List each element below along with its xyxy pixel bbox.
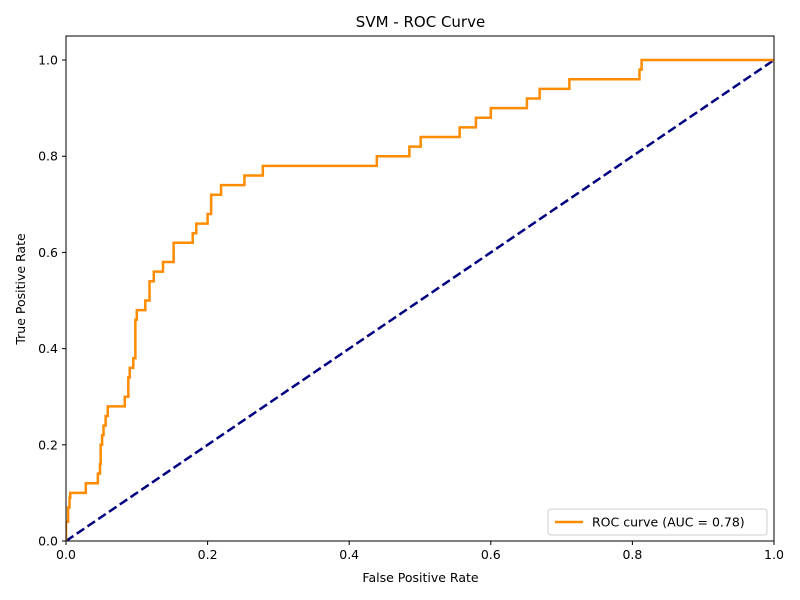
- chart-title: SVM - ROC Curve: [356, 13, 485, 31]
- y-tick-label: 0.6: [38, 245, 58, 260]
- x-tick-label: 0.8: [622, 547, 642, 562]
- x-tick-label: 1.0: [764, 547, 784, 562]
- x-axis-ticks: 0.0 0.2 0.4 0.6 0.8 1.0: [56, 541, 784, 562]
- roc-curve-line: [66, 58, 774, 541]
- legend-box: [547, 508, 768, 536]
- legend-label-roc: ROC curve (AUC = 0.78): [592, 515, 745, 530]
- x-axis-label: False Positive Rate: [362, 570, 478, 585]
- y-tick-label: 0.2: [38, 437, 58, 452]
- y-axis-ticks: 0.0 0.2 0.4 0.6 0.8 1.0: [38, 53, 66, 549]
- x-tick-label: 0.4: [339, 547, 359, 562]
- y-tick-label: 0.4: [38, 341, 58, 356]
- plot-area: [65, 35, 775, 542]
- plot-background: [66, 36, 774, 541]
- y-tick-label: 0.8: [38, 149, 58, 164]
- y-tick-label: 1.0: [38, 53, 58, 68]
- y-axis-label: True Positive Rate: [13, 233, 28, 346]
- y-tick-label: 0.0: [38, 534, 58, 549]
- x-tick-label: 0.0: [56, 547, 76, 562]
- legend: ROC curve (AUC = 0.78): [547, 508, 768, 536]
- x-tick-label: 0.2: [198, 547, 218, 562]
- x-tick-label: 0.6: [481, 547, 501, 562]
- axes-frame: [65, 35, 775, 542]
